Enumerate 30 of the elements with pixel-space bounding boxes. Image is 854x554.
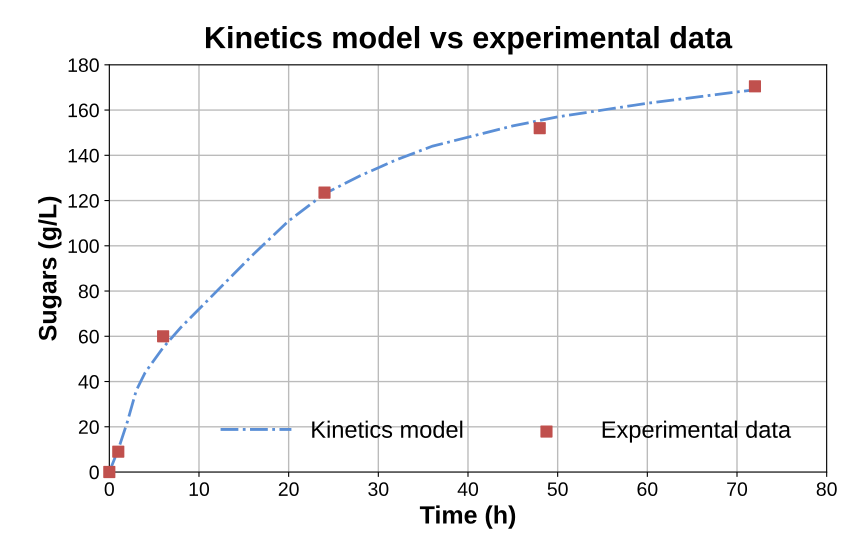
y-axis-title: Sugars (g/L) xyxy=(38,196,62,341)
point xyxy=(103,466,116,478)
x-tick-label: 0 xyxy=(104,482,114,496)
y-tick-label: 120 xyxy=(68,194,99,208)
point xyxy=(534,122,546,134)
y-tick-label: 20 xyxy=(78,420,99,434)
x-tick-label: 80 xyxy=(816,482,837,496)
x-tick-label: 40 xyxy=(458,482,478,496)
y-tick-label: 180 xyxy=(68,58,99,72)
point xyxy=(112,446,124,458)
x-tick-label: 10 xyxy=(190,482,210,496)
x-tick-label: 60 xyxy=(638,482,658,496)
chart-title: Kinetics model vs experimental data xyxy=(206,26,732,54)
x-tick-label: 50 xyxy=(548,482,568,496)
x-tick-label: 20 xyxy=(278,482,299,496)
legend-label: Experimental data xyxy=(602,420,792,443)
y-tick-label: 0 xyxy=(90,465,99,480)
point xyxy=(318,186,331,199)
legend-label: Kinetics model xyxy=(312,420,462,438)
y-tick-label: 40 xyxy=(78,374,99,389)
x-tick-label: 30 xyxy=(368,482,388,496)
y-tick-label: 160 xyxy=(68,104,99,118)
y-tick-label: 60 xyxy=(78,330,99,344)
y-tick-label: 100 xyxy=(68,239,99,254)
x-axis-title: Time (h) xyxy=(420,505,516,529)
x-tick-label: 70 xyxy=(727,482,748,496)
y-tick-label: 140 xyxy=(68,148,99,163)
y-tick-label: 80 xyxy=(78,284,99,298)
point xyxy=(157,330,170,342)
point xyxy=(748,80,762,92)
